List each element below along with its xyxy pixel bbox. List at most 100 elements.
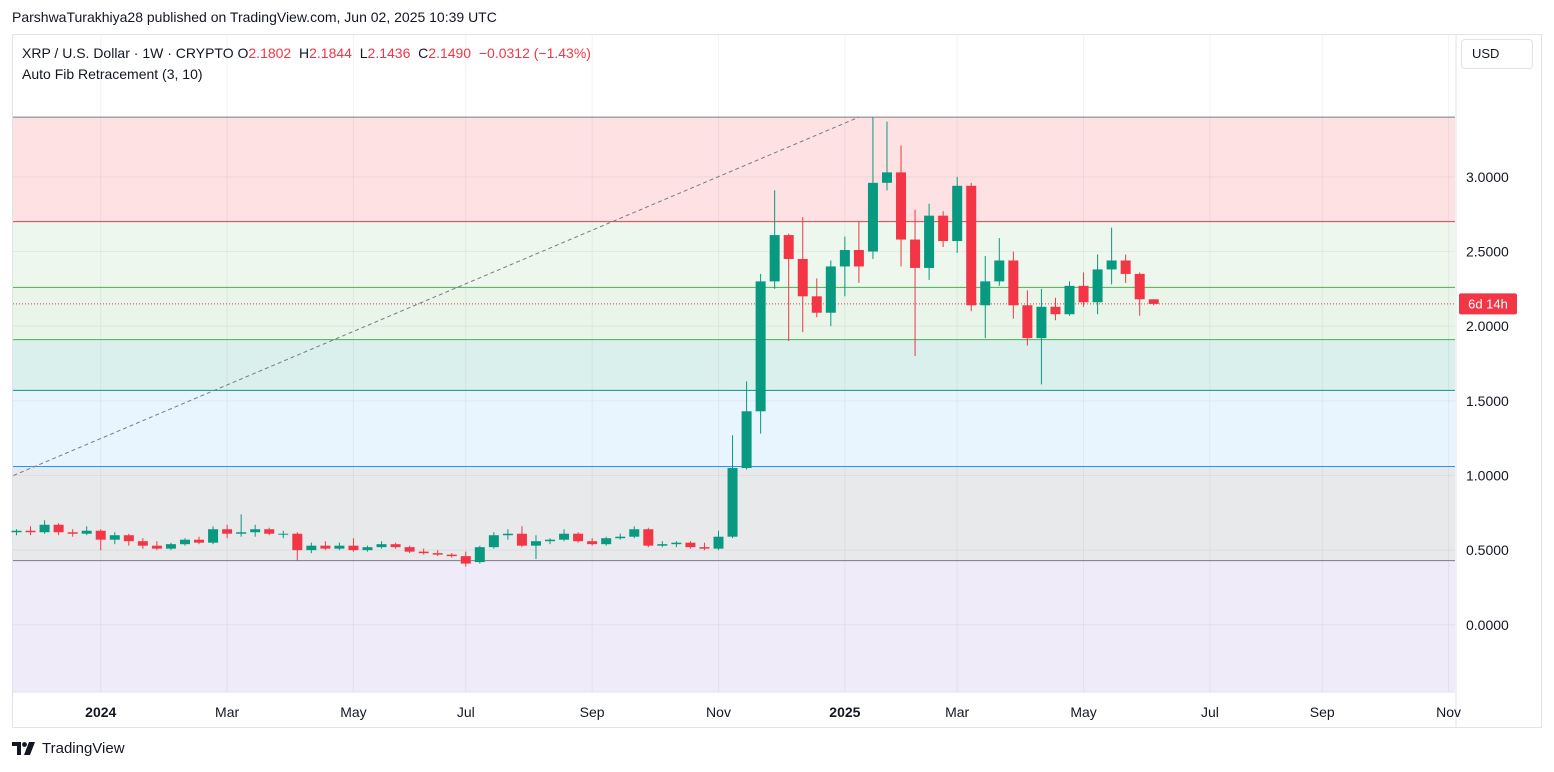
- candle-up: [306, 542, 317, 554]
- candle-body: [320, 545, 331, 549]
- candle-down: [516, 526, 527, 548]
- publisher-caption: ParshwaTurakhiya28 published on TradingV…: [12, 9, 497, 25]
- candle-down: [783, 233, 794, 342]
- candle-up: [1064, 281, 1075, 316]
- candle-body: [1036, 306, 1047, 339]
- currency-button[interactable]: USD: [1461, 39, 1533, 69]
- candle-down: [404, 545, 415, 554]
- open-value: 2.1802: [248, 45, 292, 61]
- close-value: 2.1490: [428, 45, 472, 61]
- change-value: −0.0312 (−1.43%): [478, 45, 591, 61]
- candle-body: [629, 529, 640, 537]
- candle-up: [208, 526, 219, 545]
- candle-body: [797, 258, 808, 297]
- time-tick-label: May: [1070, 704, 1096, 720]
- candle-body: [488, 535, 499, 548]
- candle-body: [278, 533, 289, 535]
- candle-up: [952, 176, 963, 254]
- countdown-label: 6d 14h: [1468, 296, 1508, 311]
- candle-body: [264, 529, 275, 534]
- candle-up: [994, 238, 1005, 286]
- candle-body: [151, 545, 162, 549]
- fib-trend-line: [13, 116, 860, 476]
- candle-up: [671, 541, 682, 548]
- candle-down: [685, 541, 696, 549]
- candle-up: [502, 529, 513, 540]
- candle-body: [825, 266, 836, 313]
- candle-body: [910, 239, 921, 268]
- candle-down: [432, 550, 443, 557]
- close-label: C: [418, 45, 429, 61]
- candle-body: [208, 529, 219, 543]
- candle-up: [474, 545, 485, 564]
- tradingview-brand-label: TradingView: [42, 740, 125, 757]
- time-tick-label: Mar: [215, 704, 239, 720]
- candle-body: [867, 182, 878, 252]
- candle-down: [67, 529, 78, 537]
- high-label: H: [299, 45, 310, 61]
- price-tick-label: 1.0000: [1466, 467, 1509, 483]
- candle-up: [559, 529, 570, 542]
- candle-body: [938, 215, 949, 242]
- candle-body: [432, 553, 443, 555]
- indicator-label[interactable]: Auto Fib Retracement (3, 10): [22, 66, 203, 82]
- candle-up: [545, 538, 556, 545]
- candle-up: [657, 541, 668, 548]
- symbol-label[interactable]: XRP / U.S. Dollar · 1W · CRYPTO: [22, 45, 234, 61]
- candle-down: [811, 278, 822, 318]
- candle-down: [25, 526, 36, 536]
- candle-body: [516, 533, 527, 546]
- candle-body: [348, 545, 359, 551]
- candle-down: [194, 536, 205, 545]
- candle-body: [362, 547, 373, 551]
- candle-up: [488, 532, 499, 549]
- time-tick-label: Nov: [1436, 704, 1461, 720]
- candle-up: [179, 538, 190, 546]
- grid-lines: [13, 35, 1455, 692]
- candle-body: [1120, 260, 1131, 274]
- candle-up: [1106, 227, 1117, 285]
- candle-down: [853, 221, 864, 283]
- candle-body: [53, 524, 64, 533]
- candle-body: [1050, 306, 1061, 315]
- candle-up: [629, 526, 640, 539]
- candle-body: [39, 524, 50, 533]
- candle-body: [179, 539, 190, 545]
- candle-body: [713, 536, 724, 549]
- candle-up: [741, 381, 752, 470]
- candle-down: [1134, 272, 1145, 316]
- candle-body: [741, 411, 752, 469]
- candle-body: [194, 539, 205, 543]
- candle-body: [67, 532, 78, 534]
- candle-up: [376, 541, 387, 549]
- candle-down: [587, 538, 598, 546]
- candle-body: [811, 296, 822, 313]
- candle-body: [376, 544, 387, 548]
- candle-up: [601, 536, 612, 546]
- candle-body: [292, 533, 303, 551]
- candle-body: [573, 533, 584, 542]
- candle-up: [769, 190, 780, 289]
- candle-down: [896, 145, 907, 267]
- candle-body: [615, 536, 626, 539]
- price-tick-label: 2.0000: [1466, 318, 1509, 334]
- candle-body: [587, 541, 598, 545]
- candle-body: [11, 530, 22, 533]
- price-tick-label: 0.5000: [1466, 542, 1509, 558]
- candle-body: [502, 533, 513, 536]
- candle-down: [222, 524, 233, 539]
- time-tick-label: Sep: [1310, 704, 1335, 720]
- candle-down: [123, 533, 134, 546]
- candle-down: [910, 209, 921, 357]
- candle-body: [474, 547, 485, 563]
- candle-body: [952, 185, 963, 242]
- trend-line: [13, 116, 860, 476]
- candle-up: [713, 530, 724, 551]
- candle-down: [151, 541, 162, 551]
- candle-body: [755, 281, 766, 412]
- candle-body: [123, 535, 134, 542]
- candle-up: [727, 435, 738, 539]
- candle-up: [839, 236, 850, 297]
- tradingview-logo[interactable]: TradingView: [12, 740, 125, 757]
